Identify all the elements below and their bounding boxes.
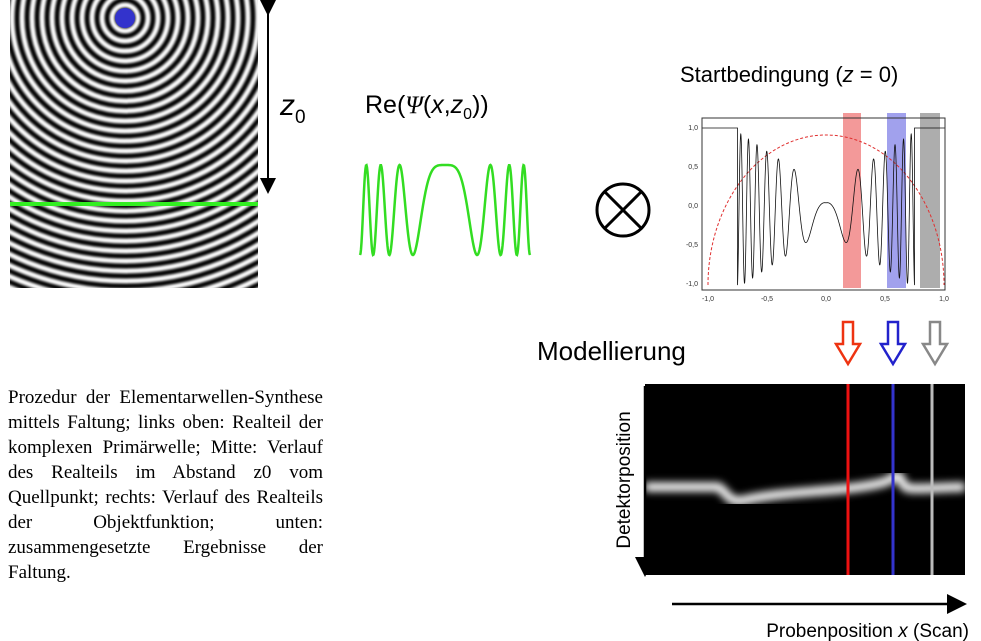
y-tick-label: 1,0	[688, 125, 698, 132]
distance-label: z0	[279, 89, 306, 128]
select-arrows	[836, 322, 947, 364]
y-tick-label: 0,0	[688, 203, 698, 210]
green-wave	[360, 165, 530, 255]
red-band	[843, 113, 861, 288]
modelling-label: Modellierung	[537, 336, 686, 366]
x-tick-label: -1,0	[702, 296, 714, 303]
x-tick-label: 0,0	[821, 296, 831, 303]
x-tick-label: 1,0	[939, 296, 949, 303]
figure: z0 Re(Ψ(x,z0)) Startbedingung (z = 0) 1,…	[0, 0, 981, 641]
x-tick-label: -0,5	[761, 296, 773, 303]
convolution-symbol	[597, 184, 649, 236]
y-tick-label: 0,5	[688, 164, 698, 171]
y-axis-label: Detektorposition	[614, 411, 635, 548]
y-tick-label: -1,0	[686, 281, 698, 288]
middle-label: Re(Ψ(x,z0))	[365, 91, 489, 123]
object-title: Startbedingung (z = 0)	[680, 62, 898, 87]
object-wave	[702, 128, 945, 285]
primary-wave-rings	[0, 0, 543, 436]
grey-band	[920, 113, 940, 288]
source-point	[115, 8, 135, 28]
result-panel	[645, 384, 965, 575]
x-axis-label: Probenposition x (Scan)	[766, 621, 969, 641]
x-tick-label: 0,5	[880, 296, 890, 303]
ring	[0, 0, 543, 436]
caption: Prozedur der Elementarwellen-Synthese mi…	[8, 385, 323, 585]
y-tick-label: -0,5	[686, 242, 698, 249]
